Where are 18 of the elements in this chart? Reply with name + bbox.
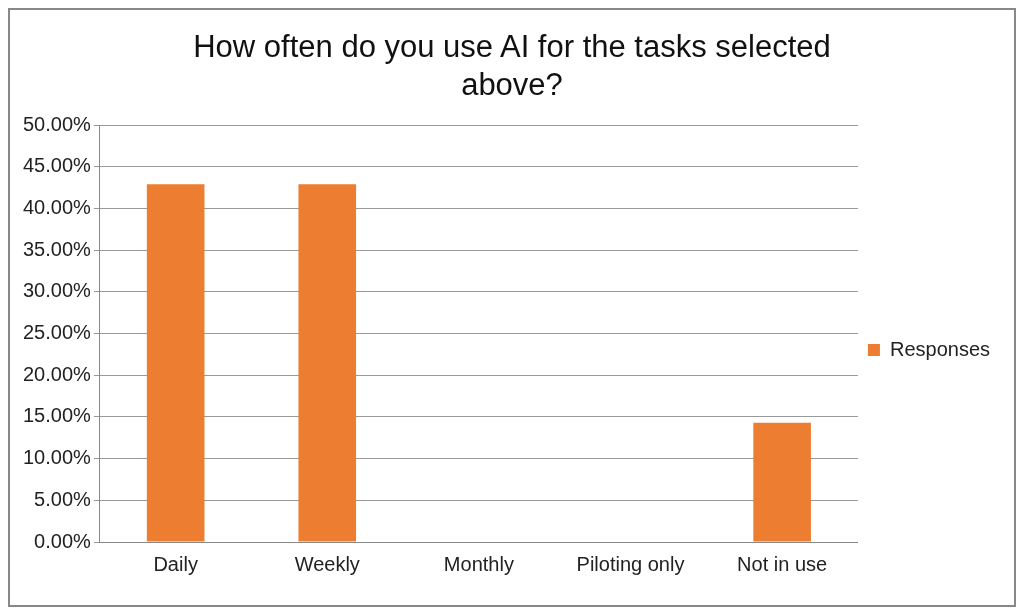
y-tick-label: 30.00% xyxy=(22,279,92,302)
chart-title: How often do you use AI for the tasks selected above? xyxy=(192,28,832,104)
y-tick-label: 45.00% xyxy=(22,154,92,177)
y-tick-label: 35.00% xyxy=(22,237,92,260)
y-tick-label: 50.00% xyxy=(22,112,92,135)
x-tick-label: Not in use xyxy=(737,552,828,575)
y-tick-label: 25.00% xyxy=(22,321,92,344)
x-tick-label: Monthly xyxy=(443,552,514,575)
y-tick-label: 15.00% xyxy=(22,404,92,427)
y-tick-label: 40.00% xyxy=(22,195,92,218)
y-tick-label: 10.00% xyxy=(22,446,92,469)
y-tick-label: 5.00% xyxy=(34,487,92,510)
y-tick-label: 0.00% xyxy=(34,529,92,552)
x-tick-label: Piloting only xyxy=(576,552,685,575)
x-tick-label: Daily xyxy=(153,552,198,575)
legend-label: Responses xyxy=(889,337,990,360)
x-tick-label: Weekly xyxy=(294,552,360,575)
y-tick-label: 20.00% xyxy=(22,362,92,385)
